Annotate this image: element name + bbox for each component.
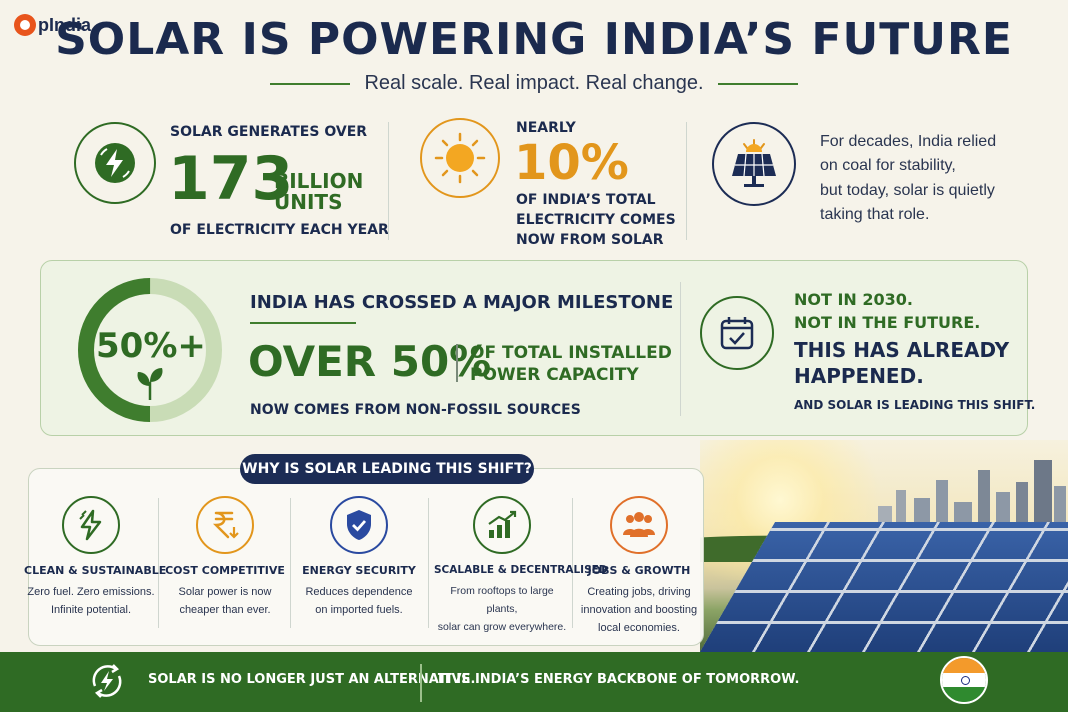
why-item-title: SCALABLE & DECENTRALISED <box>434 564 608 576</box>
milestone-side-1: OF TOTAL INSTALLED <box>470 343 672 363</box>
recycle-lightning-icon <box>92 664 122 698</box>
milestone-inline-divider <box>456 344 458 382</box>
milestone-right-big-1: THIS HAS ALREADY <box>794 338 1010 362</box>
calendar-check-circle-icon <box>700 296 774 370</box>
share-trail-2: ELECTRICITY COMES <box>516 212 676 228</box>
subtitle-row: Real scale. Real impact. Real change. <box>0 72 1068 95</box>
opindia-logo[interactable]: pIndia <box>14 14 91 36</box>
why-item-desc-line: Solar power is now <box>178 586 272 598</box>
milestone-big: OVER 50% <box>248 337 492 386</box>
coal-line-3: but today, solar is quietly <box>820 182 995 199</box>
why-divider <box>572 498 573 628</box>
generation-number: 173 <box>168 144 294 214</box>
generation-trail: OF ELECTRICITY EACH YEAR <box>170 222 389 238</box>
footer-bar <box>0 652 1068 712</box>
why-item-desc: Solar power is now cheaper than ever. <box>158 583 292 619</box>
sun-circle-icon <box>420 118 500 198</box>
why-divider <box>428 498 429 628</box>
india-flag-icon <box>940 656 988 704</box>
why-item-desc-line: Reduces dependence <box>305 586 413 598</box>
why-item-title: CLEAN & SUSTAINABLE <box>24 564 167 577</box>
why-badge: WHY IS SOLAR LEADING THIS SHIFT? <box>240 454 534 484</box>
lightning-circle-icon <box>74 122 156 204</box>
subtitle-divider-left <box>270 82 351 85</box>
rupee-icon <box>196 496 254 554</box>
logo-mark-icon <box>14 14 36 36</box>
why-item-desc: Creating jobs, driving innovation and bo… <box>572 583 706 637</box>
milestone-heading: INDIA HAS CROSSED A MAJOR MILESTONE <box>250 292 674 313</box>
milestone-divider <box>680 282 681 416</box>
milestone-underline <box>250 322 356 324</box>
generation-unit-2: UNITS <box>274 190 343 214</box>
sprout-icon <box>137 368 163 400</box>
why-item-desc: From rooftops to large plants, solar can… <box>434 582 570 636</box>
why-item-security: ENERGY SECURITY Reduces dependence on im… <box>292 490 426 619</box>
why-divider <box>290 498 291 628</box>
people-icon <box>610 496 668 554</box>
why-divider <box>158 498 159 628</box>
stat-divider-1 <box>388 122 389 240</box>
why-item-title: JOBS & GROWTH <box>587 564 691 577</box>
footer-left-text: SOLAR IS NO LONGER JUST AN ALTERNATIVE. <box>148 672 476 687</box>
milestone-right-1: NOT IN 2030. <box>794 290 913 309</box>
why-item-title: ENERGY SECURITY <box>302 564 416 577</box>
why-item-desc-line: From rooftops to large plants, <box>450 585 554 615</box>
share-lead: NEARLY <box>516 120 576 136</box>
milestone-right-2: NOT IN THE FUTURE. <box>794 313 981 332</box>
lightning-icon <box>62 496 120 554</box>
subtitle: Real scale. Real impact. Real change. <box>364 72 704 94</box>
why-item-desc: Zero fuel. Zero emissions. Infinite pote… <box>24 583 158 619</box>
generation-unit-1: BILLION <box>274 169 364 193</box>
why-item-desc-line: solar can grow everywhere. <box>437 621 567 633</box>
why-item-cost: COST COMPETITIVE Solar power is now chea… <box>158 490 292 619</box>
why-item-title: COST COMPETITIVE <box>165 564 285 577</box>
milestone-right-big-2: HAPPENED. <box>794 364 924 388</box>
coal-line-4: taking that role. <box>820 206 930 223</box>
why-item-desc-line: on imported fuels. <box>315 604 403 616</box>
milestone-panel <box>40 260 1028 436</box>
share-number: 10% <box>514 135 629 191</box>
footer-right-text: IT IS INDIA’S ENERGY BACKBONE OF TOMORRO… <box>438 672 800 687</box>
why-item-desc-line: innovation and boosting <box>580 604 698 616</box>
share-trail-1: OF INDIA’S TOTAL <box>516 192 656 208</box>
shield-icon <box>330 496 388 554</box>
milestone-ring <box>78 278 222 422</box>
why-item-desc-line: local economies. <box>598 622 680 634</box>
generation-lead: SOLAR GENERATES OVER <box>170 124 368 140</box>
stat-divider-2 <box>686 122 687 240</box>
why-item-desc: Reduces dependence on imported fuels. <box>292 583 426 619</box>
why-item-scalable: SCALABLE & DECENTRALISED From rooftops t… <box>434 490 608 636</box>
building <box>1034 460 1052 542</box>
footer-divider <box>420 664 422 702</box>
why-item-desc-line: Infinite potential. <box>50 604 132 616</box>
milestone-right-trail: AND SOLAR IS LEADING THIS SHIFT. <box>794 398 1036 412</box>
milestone-side-2: POWER CAPACITY <box>470 365 639 385</box>
logo-text: pIndia <box>38 14 91 35</box>
building <box>896 490 906 542</box>
why-item-jobs: JOBS & GROWTH Creating jobs, driving inn… <box>572 490 706 637</box>
growth-chart-icon <box>473 496 531 554</box>
share-trail-3: NOW FROM SOLAR <box>516 232 664 248</box>
solar-panel-circle-icon <box>712 122 796 206</box>
milestone-ring-label: 50%+ <box>96 326 206 366</box>
page-title: SOLAR IS POWERING INDIA’S FUTURE <box>55 14 1013 65</box>
milestone-trail: NOW COMES FROM NON-FOSSIL SOURCES <box>250 402 581 418</box>
why-item-desc-line: cheaper than ever. <box>179 604 271 616</box>
coal-line-1: For decades, India relied <box>820 133 997 150</box>
why-item-desc-line: Creating jobs, driving <box>587 586 691 598</box>
subtitle-divider-right <box>717 82 798 85</box>
why-item-desc-line: Zero fuel. Zero emissions. <box>27 586 155 598</box>
why-item-clean: CLEAN & SUSTAINABLE Zero fuel. Zero emis… <box>24 490 167 619</box>
coal-line-2: on coal for stability, <box>820 157 956 174</box>
city-solar-scene <box>700 440 1068 652</box>
